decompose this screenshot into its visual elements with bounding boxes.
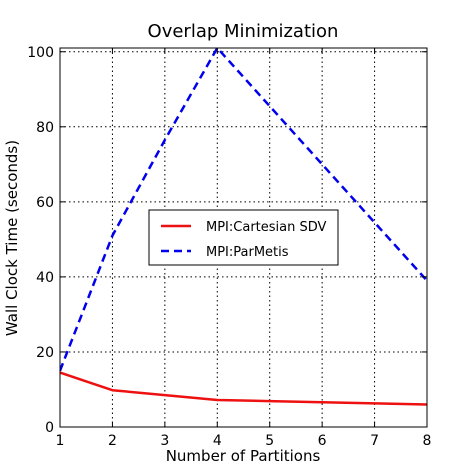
y-tick-label: 60 [36,195,54,211]
x-tick-label: 1 [56,433,65,449]
x-tick-label: 6 [318,433,327,449]
x-tick-label: 8 [423,433,432,449]
x-axis-label: Number of Partitions [166,447,321,465]
x-tick-label: 7 [370,433,379,449]
x-tick-label: 5 [265,433,274,449]
series-line-1 [60,371,427,406]
series-lines [60,48,427,406]
legend-label: MPI:ParMetis [206,245,289,260]
y-tick-label: 100 [27,45,54,61]
y-tick-label: 40 [36,270,54,286]
legend-label: MPI:Cartesian SDV [206,220,327,235]
legend: MPI:Cartesian SDV MPI:ParMetis [148,209,339,266]
y-tick-label: 80 [36,120,54,136]
y-tick-label: 0 [45,420,54,436]
x-tick-label: 4 [213,433,222,449]
y-axis-label: Wall Clock Time (seconds) [3,140,21,336]
x-tick-label: 2 [108,433,117,449]
legend-box [148,209,339,266]
chart-title: Overlap Minimization [148,21,339,42]
y-tick-label: 20 [36,345,54,361]
plot-frame [59,47,428,428]
series-line-2 [60,48,427,372]
x-tick-label: 3 [160,433,169,449]
